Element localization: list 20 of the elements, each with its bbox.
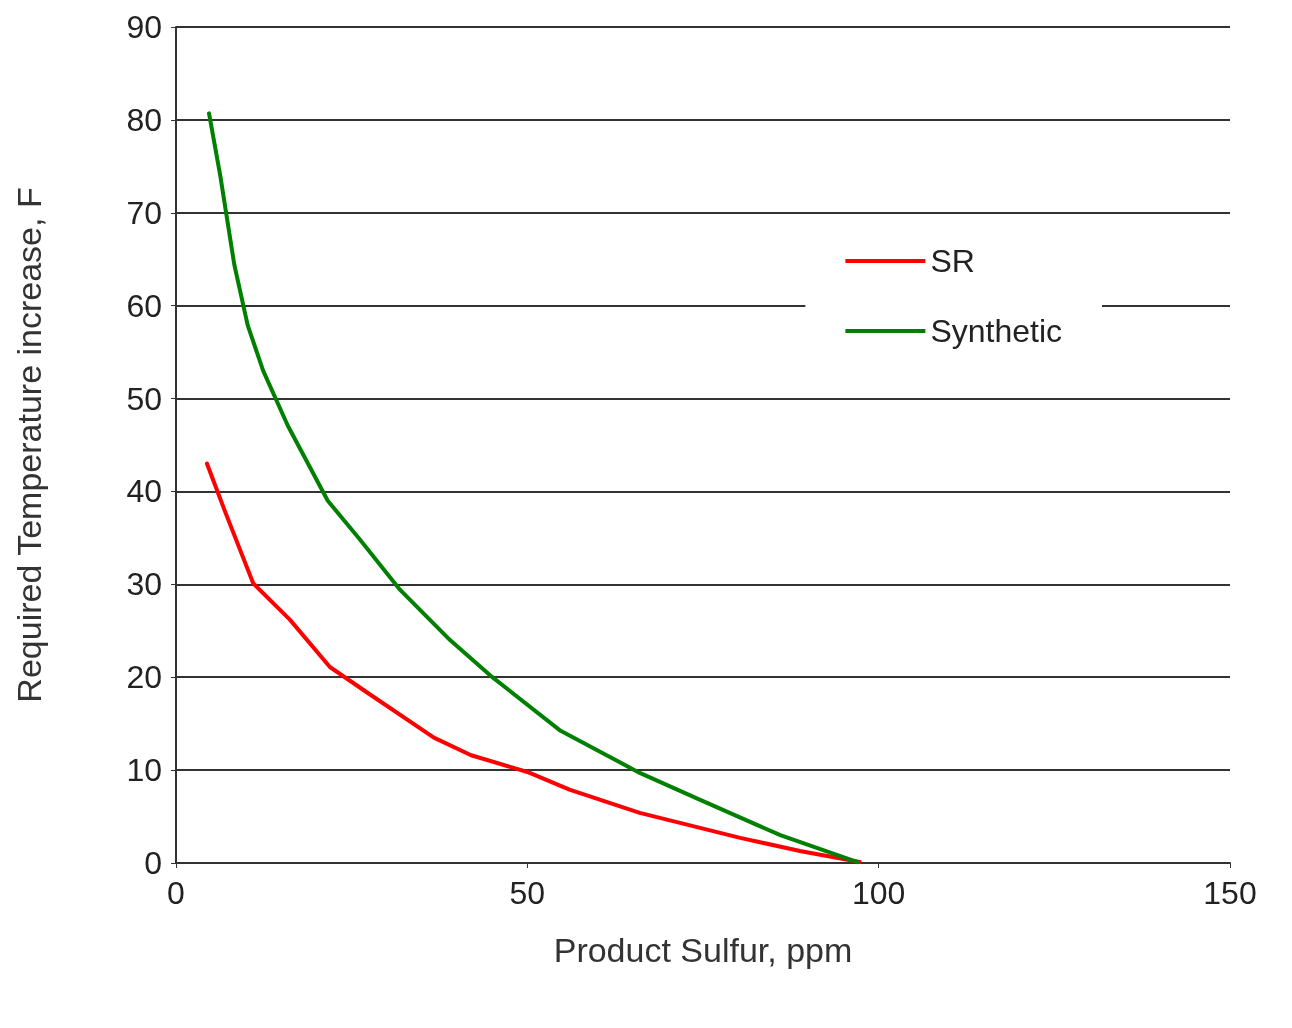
x-axis-title: Product Sulfur, ppm <box>553 931 853 969</box>
y-tick-label: 70 <box>126 194 162 231</box>
y-tick-label: 80 <box>126 101 162 138</box>
x-tick-label: 100 <box>851 875 906 911</box>
line-series <box>204 461 862 865</box>
x-tick-label: 0 <box>167 875 185 911</box>
y-tick-label: 0 <box>144 845 162 881</box>
legend-label: Synthetic <box>930 313 1062 349</box>
y-tick-label: 20 <box>126 659 162 696</box>
y-tick-label: 90 <box>126 9 162 45</box>
legend-label: SR <box>930 243 975 279</box>
x-tick-label: 50 <box>509 875 546 911</box>
y-tick-label: 10 <box>126 752 162 789</box>
y-tick-label: 40 <box>126 473 162 510</box>
y-axis-title: Required Temperature increase, F <box>10 187 48 703</box>
y-tick-label: 60 <box>126 287 162 324</box>
y-tick-label: 30 <box>126 566 162 603</box>
line-series <box>207 111 860 865</box>
y-tick-label: 50 <box>126 380 162 417</box>
x-tick-label: 150 <box>1203 875 1257 911</box>
